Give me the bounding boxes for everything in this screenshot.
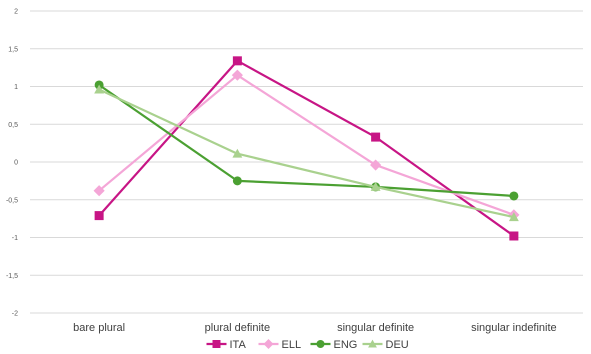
legend-label: ELL: [282, 339, 302, 351]
data-point: [232, 176, 242, 186]
data-point: [508, 212, 519, 222]
y-tick-label: 0,5: [8, 122, 18, 129]
legend-label: ENG: [334, 339, 358, 351]
data-point: [232, 148, 243, 158]
legend-item-ita: ITA: [206, 339, 247, 351]
data-point: [370, 181, 381, 191]
legend-item-deu: DEU: [362, 339, 409, 351]
data-point: [509, 231, 519, 241]
data-point: [370, 159, 382, 171]
data-point: [212, 340, 221, 348]
data-point: [231, 69, 243, 81]
legend-label: ITA: [230, 339, 247, 351]
y-tick-label: 0: [14, 160, 18, 167]
legend-label: DEU: [386, 339, 409, 351]
data-point: [93, 185, 105, 197]
series-deu: [94, 84, 519, 222]
series-ell: [93, 69, 520, 221]
y-tick-label: -0,5: [6, 197, 18, 204]
data-point: [509, 191, 519, 201]
series-lines: [93, 56, 520, 241]
data-point: [94, 84, 105, 94]
series-line: [98, 88, 515, 219]
gridlines: [30, 10, 583, 314]
y-tick-label: -1,5: [6, 273, 18, 280]
y-tick-label: -1: [12, 235, 18, 242]
data-point: [316, 340, 325, 348]
data-point: [94, 211, 104, 221]
data-point: [232, 56, 242, 66]
x-axis-ticks: bare plural plural definite singular defin…: [73, 322, 557, 334]
data-point: [368, 339, 377, 348]
legend-item-ell: ELL: [258, 339, 302, 351]
x-tick-label: singular indefinite: [471, 322, 557, 334]
x-tick-label: singular definite: [337, 322, 414, 334]
y-tick-label: 1,5: [8, 46, 18, 53]
series-line: [98, 59, 515, 237]
legend-item-eng: ENG: [310, 339, 358, 351]
legend: ITA ELL ENG DEU: [206, 339, 409, 351]
data-point: [263, 339, 274, 349]
data-point: [371, 132, 381, 142]
x-tick-label: bare plural: [73, 322, 125, 334]
series-ita: [94, 56, 519, 241]
y-axis-ticks: 2 1,5 1 0,5 0 -0,5 -1 -1,5 -2: [6, 9, 18, 318]
y-tick-label: 2: [14, 9, 18, 16]
y-tick-label: -2: [12, 311, 18, 318]
x-tick-label: plural definite: [205, 322, 270, 334]
y-tick-label: 1: [14, 84, 18, 91]
series-line: [98, 84, 514, 198]
